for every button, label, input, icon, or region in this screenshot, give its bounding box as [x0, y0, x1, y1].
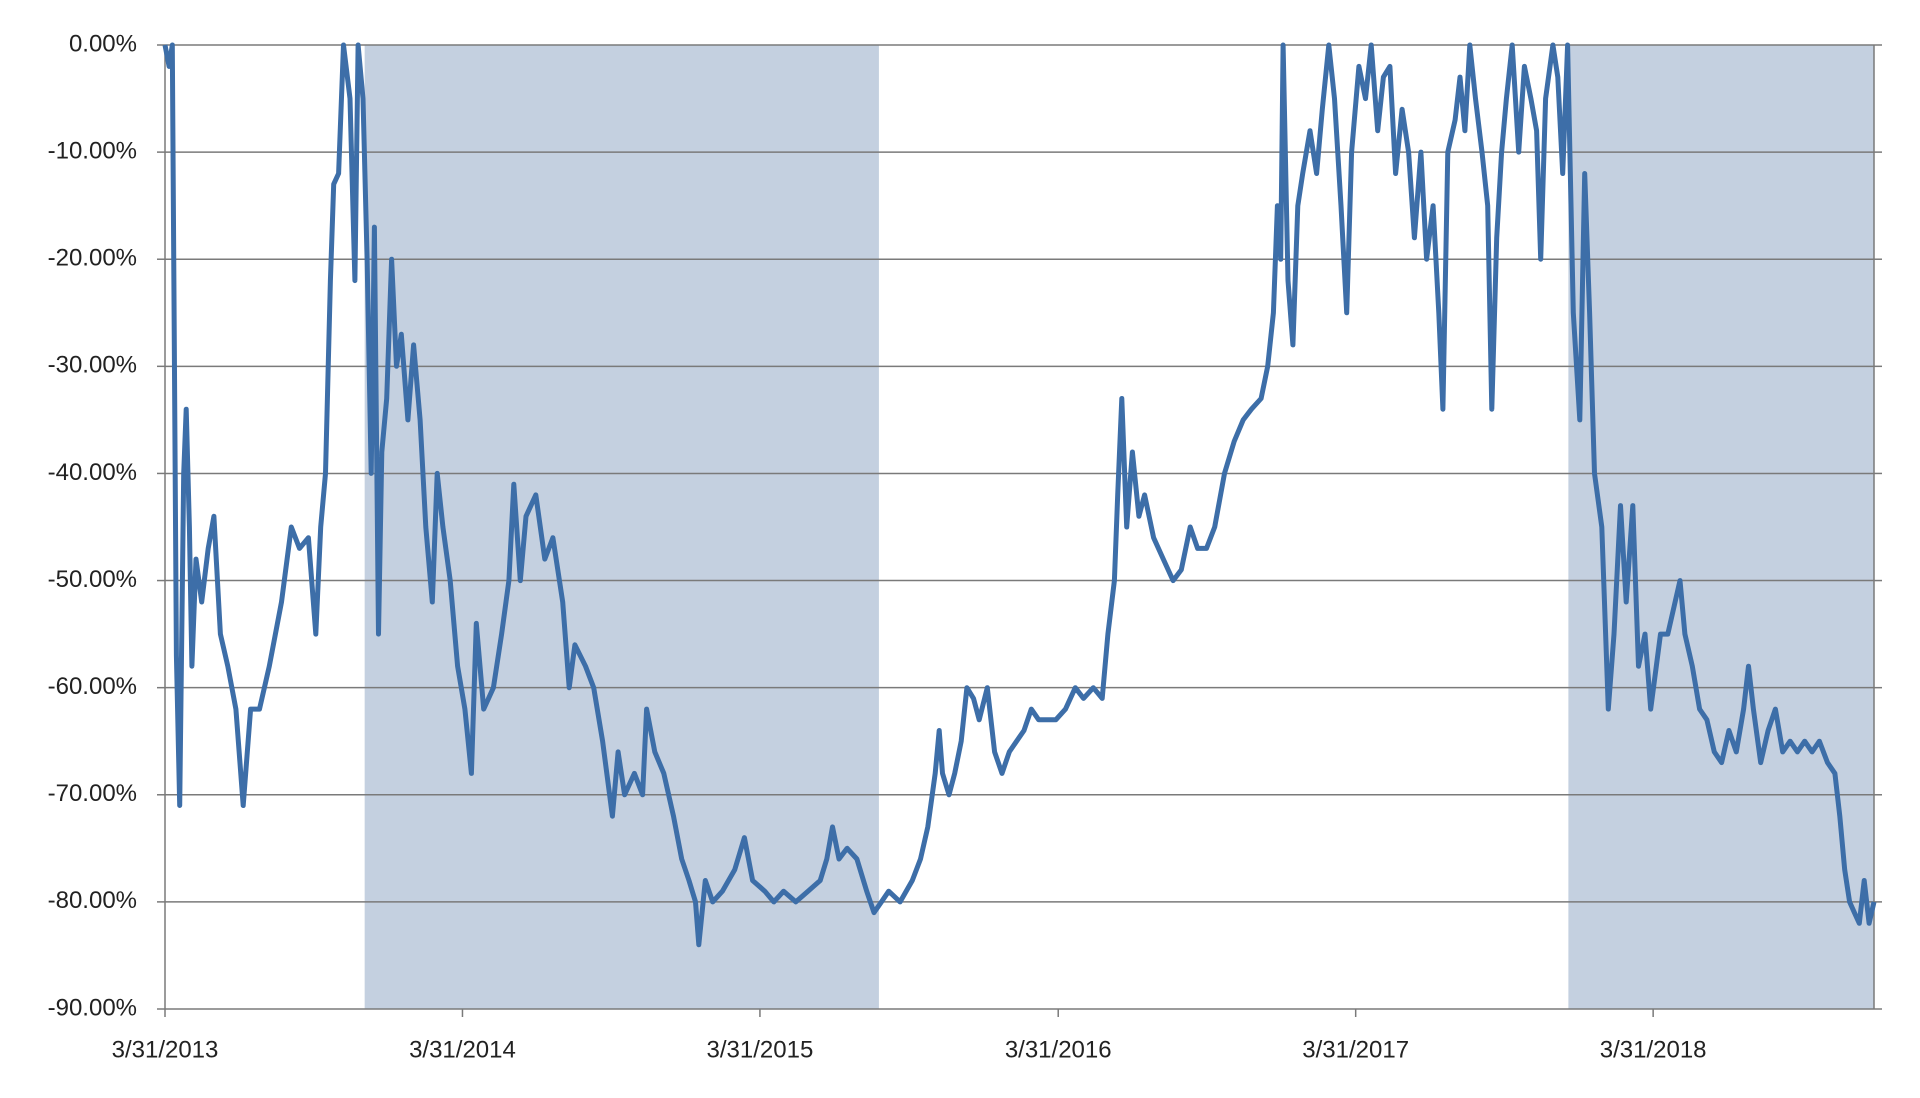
y-tick-label: -60.00%	[48, 673, 137, 700]
x-tick-label: 3/31/2016	[1005, 1036, 1112, 1063]
y-tick-label: -90.00%	[48, 994, 137, 1021]
y-tick-label: -30.00%	[48, 352, 137, 379]
data-line	[162, 42, 1877, 948]
y-tick-label: -70.00%	[48, 780, 137, 807]
x-tick-label: 3/31/2017	[1302, 1036, 1409, 1063]
x-tick-label: 3/31/2015	[707, 1036, 814, 1063]
y-tick-label: -40.00%	[48, 459, 137, 486]
x-tick-label: 3/31/2018	[1600, 1036, 1707, 1063]
y-tick-label: 0.00%	[69, 30, 137, 57]
y-tick-label: -20.00%	[48, 245, 137, 272]
y-tick-label: -80.00%	[48, 887, 137, 914]
y-tick-label: -10.00%	[48, 137, 137, 164]
y-tick-label: -50.00%	[48, 566, 137, 593]
x-tick-label: 3/31/2013	[112, 1036, 219, 1063]
shaded-period	[1568, 45, 1874, 1009]
shaded-period	[364, 45, 879, 1009]
x-tick-label: 3/31/2014	[409, 1036, 516, 1063]
